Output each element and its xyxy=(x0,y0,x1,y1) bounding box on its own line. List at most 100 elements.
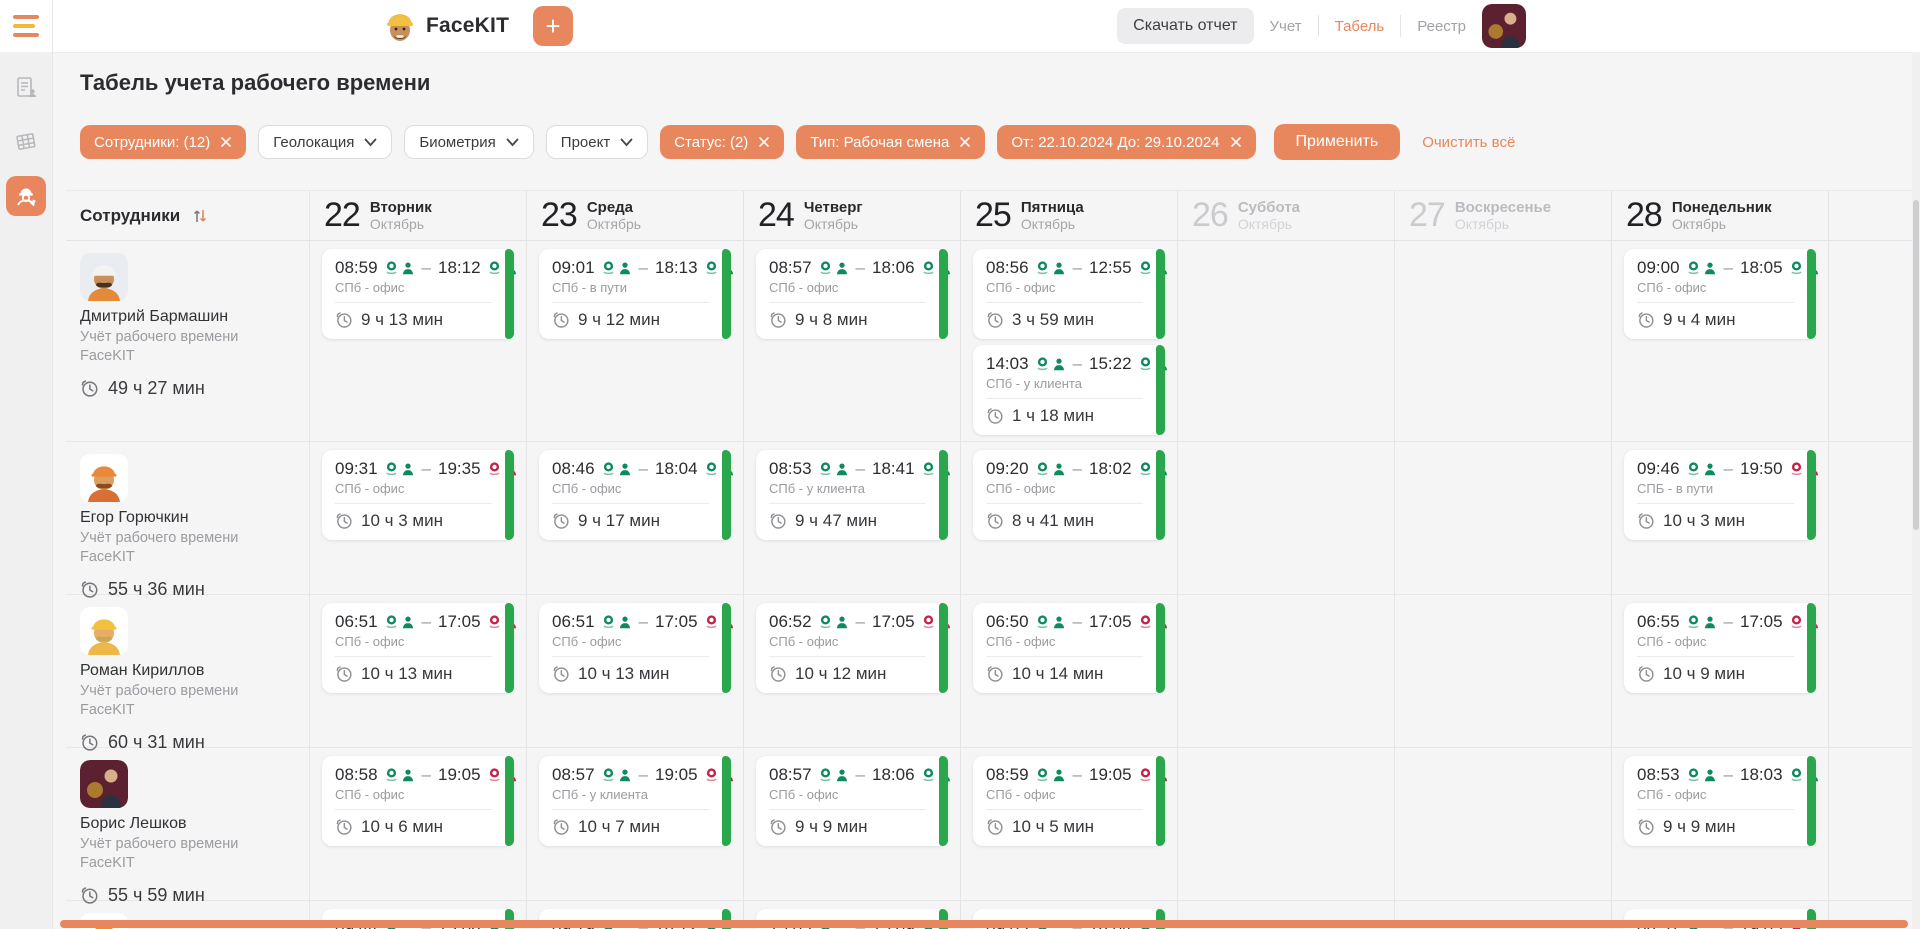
nav-uchet[interactable]: Учет xyxy=(1269,17,1302,35)
sidebar-item-timesheet[interactable] xyxy=(6,176,46,216)
start-status-icons xyxy=(1035,461,1066,477)
filter-chip[interactable]: Биометрия xyxy=(404,125,534,159)
shift-duration: 9 ч 4 мин xyxy=(1637,310,1794,330)
horizontal-scrollbar[interactable] xyxy=(60,920,1908,928)
shift-end-time: 18:05 xyxy=(1740,258,1783,277)
shift-start-time: 09:46 xyxy=(1637,459,1680,478)
shift-end-time: 18:06 xyxy=(872,765,915,784)
shift-card[interactable]: 08:53 –18:41 СПб - у клиента 9 ч 47 мин xyxy=(756,450,950,540)
nav-tabel[interactable]: Табель xyxy=(1334,17,1385,35)
menu-button[interactable] xyxy=(13,15,39,37)
time-dash: – xyxy=(1723,765,1734,784)
shift-duration: 10 ч 14 мин xyxy=(986,664,1143,684)
shift-card[interactable]: 06:55 –17:05 СПб - офис 10 ч 9 мин xyxy=(1624,603,1818,693)
chevron-down-icon[interactable] xyxy=(620,138,633,147)
shift-card[interactable]: 08:57 –18:06 СПб - офис 9 ч 8 мин xyxy=(756,249,950,339)
day-cell-28: 08:53 –18:03 СПб - офис 9 ч 9 мин xyxy=(1612,748,1829,900)
close-icon[interactable] xyxy=(220,136,232,148)
filter-chip[interactable]: Сотрудники: (12) xyxy=(80,125,247,159)
user-avatar[interactable] xyxy=(1482,4,1526,48)
shift-duration-value: 10 ч 6 мин xyxy=(361,817,443,836)
filter-chip[interactable]: От: 22.10.2024 До: 29.10.2024 xyxy=(997,125,1256,159)
filter-chip[interactable]: Статус: (2) xyxy=(660,125,785,159)
day-header-28: 28 Понедельник Октябрь xyxy=(1612,191,1829,240)
apply-filters-button[interactable]: Применить xyxy=(1273,124,1401,160)
filter-chip[interactable]: Геолокация xyxy=(258,125,393,159)
download-report-button[interactable]: Скачать отчет xyxy=(1117,8,1254,44)
time-dash: – xyxy=(638,612,649,631)
shift-card[interactable]: 06:51 –17:05 СПб - офис 10 ч 13 мин xyxy=(539,603,733,693)
shift-card[interactable]: 09:00 –18:05 СПб - офис 9 ч 4 мин xyxy=(1624,249,1818,339)
close-icon[interactable] xyxy=(959,136,971,148)
filter-chip[interactable]: Проект xyxy=(545,125,649,159)
shift-card[interactable]: 08:53 –18:03 СПб - офис 9 ч 9 мин xyxy=(1624,756,1818,846)
employee-cell[interactable]: Егор Горючкин Учёт рабочего времени FaceK… xyxy=(66,442,310,599)
card-divider xyxy=(769,656,926,657)
time-dash: – xyxy=(638,765,649,784)
employee-cell[interactable]: Борис Лешков Учёт рабочего времени FaceKI… xyxy=(66,748,310,905)
shift-duration: 3 ч 59 мин xyxy=(986,310,1143,330)
time-dash: – xyxy=(855,258,866,277)
filter-chip[interactable]: Тип: Рабочая смена xyxy=(796,125,986,159)
vertical-scrollbar-thumb[interactable] xyxy=(1913,200,1919,530)
time-dash: – xyxy=(1723,612,1734,631)
employee-cell[interactable]: Роман Кириллов Учёт рабочего времени Face… xyxy=(66,595,310,752)
shift-card[interactable]: 08:57 –19:05 СПб - у клиента 10 ч 7 мин xyxy=(539,756,733,846)
person-status-icon xyxy=(1052,615,1066,630)
day-text: Среда Октябрь xyxy=(587,199,641,232)
shift-card[interactable]: 09:31 –19:35 СПб - офис 10 ч 3 мин xyxy=(322,450,516,540)
shift-start-time: 09:01 xyxy=(552,258,595,277)
employee-subtitle: Учёт рабочего времени FaceKIT xyxy=(80,329,239,364)
person-status-icon xyxy=(618,615,632,630)
shift-duration-value: 9 ч 12 мин xyxy=(578,310,660,329)
shift-time-range: 14:03 –15:22 xyxy=(986,354,1167,374)
chevron-down-icon[interactable] xyxy=(364,138,377,147)
geo-status-icon xyxy=(384,260,399,276)
vertical-scrollbar[interactable] xyxy=(1912,52,1920,929)
day-month: Октябрь xyxy=(1671,216,1727,233)
card-divider xyxy=(552,656,709,657)
clear-all-filters-link[interactable]: Очистить всё xyxy=(1422,133,1516,151)
geo-status-icon xyxy=(384,461,399,477)
shift-start-time: 14:03 xyxy=(986,354,1029,373)
day-month: Октябрь xyxy=(1020,216,1076,233)
employee-cell[interactable]: Дмитрий Бармашин Учёт рабочего времени Fa… xyxy=(66,241,310,441)
shift-card[interactable]: 06:51 –17:05 СПб - офис 10 ч 13 мин xyxy=(322,603,516,693)
clock-icon xyxy=(80,733,99,752)
clock-icon xyxy=(335,818,353,836)
sort-icon[interactable] xyxy=(190,206,210,226)
shift-place: СПБ - в пути xyxy=(1637,481,1714,496)
card-divider xyxy=(1637,503,1794,504)
add-button[interactable]: + xyxy=(533,6,573,46)
sidebar-item-documents[interactable] xyxy=(6,68,46,108)
time-dash: – xyxy=(421,258,432,277)
shift-card[interactable]: 08:59 –19:05 СПб - офис 10 ч 5 мин xyxy=(973,756,1167,846)
row-filler xyxy=(1829,595,1920,747)
geo-status-icon xyxy=(1035,767,1050,783)
sidebar-item-blueprints[interactable] xyxy=(6,122,46,162)
shift-card[interactable]: 09:46 –19:50 СПБ - в пути 10 ч 3 мин xyxy=(1624,450,1818,540)
shift-card[interactable]: 08:58 –19:05 СПб - офис 10 ч 6 мин xyxy=(322,756,516,846)
horizontal-scrollbar-thumb[interactable] xyxy=(60,920,1908,928)
employee-avatar xyxy=(80,253,128,301)
shift-card[interactable]: 06:52 –17:05 СПб - офис 10 ч 12 мин xyxy=(756,603,950,693)
shift-place: СПб - офис xyxy=(335,481,405,496)
close-icon[interactable] xyxy=(1230,136,1242,148)
shift-card[interactable]: 09:20 –18:02 СПб - офис 8 ч 41 мин xyxy=(973,450,1167,540)
shift-duration-value: 10 ч 7 мин xyxy=(578,817,660,836)
close-icon[interactable] xyxy=(758,136,770,148)
shift-status-bar xyxy=(939,756,948,846)
shift-card[interactable]: 08:57 –18:06 СПб - офис 9 ч 9 мин xyxy=(756,756,950,846)
shift-card[interactable]: 08:59 –18:12 СПб - офис 9 ч 13 мин xyxy=(322,249,516,339)
day-text: Воскресенье Октябрь xyxy=(1455,199,1551,232)
chevron-down-icon[interactable] xyxy=(506,138,519,147)
shift-card[interactable]: 08:56 –12:55 СПб - офис 3 ч 59 мин xyxy=(973,249,1167,339)
nav-reestr[interactable]: Реестр xyxy=(1417,17,1466,35)
shift-place: СПб - офис xyxy=(335,787,405,802)
shift-card[interactable]: 09:01 –18:13 СПб - в пути 9 ч 12 мин xyxy=(539,249,733,339)
shift-card[interactable]: 14:03 –15:22 СПб - у клиента 1 ч 18 мин xyxy=(973,345,1167,435)
shift-card[interactable]: 06:50 –17:05 СПб - офис 10 ч 14 мин xyxy=(973,603,1167,693)
shift-card[interactable]: 08:46 –18:04 СПб - офис 9 ч 17 мин xyxy=(539,450,733,540)
shift-time-range: 06:51 –17:05 xyxy=(552,612,733,632)
day-month: Октябрь xyxy=(586,216,642,233)
